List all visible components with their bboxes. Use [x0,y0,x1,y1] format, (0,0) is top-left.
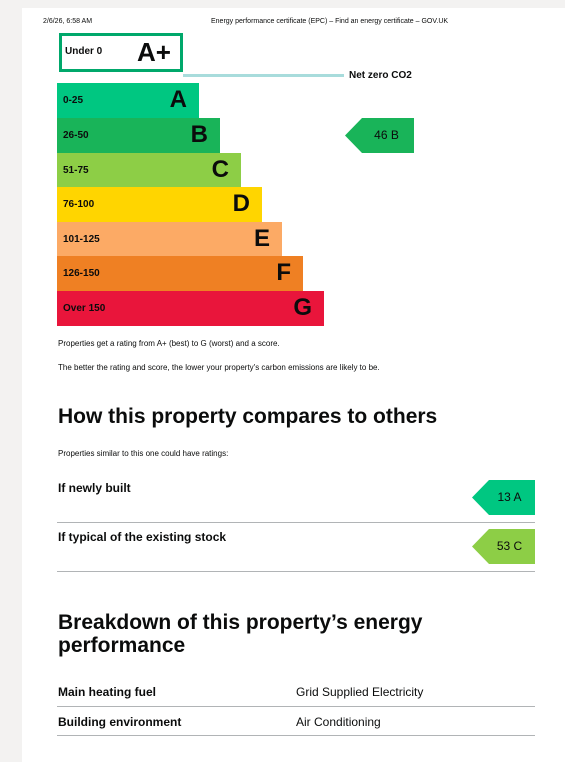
band-range: 26-50 [63,130,89,141]
divider [57,706,535,707]
band-range: 126-150 [63,268,100,279]
compare-heading: How this property compares to others [58,405,438,428]
band-letter: G [293,294,312,321]
rating-explanation-2: The better the rating and score, the low… [58,363,380,372]
band-letter: E [253,225,270,252]
typical-stock-rating-value: 53 C [496,539,523,553]
divider [57,735,535,736]
band-range: 0-25 [63,95,84,106]
net-zero-label: Net zero CO2 [349,70,412,81]
rating-band-a-plus: Under 0 A+ [59,33,183,72]
newly-built-rating-arrow: 13 A [472,480,535,515]
newly-built-rating-value: 13 A [497,490,522,504]
divider [57,571,535,572]
band-range: Over 150 [63,303,106,314]
current-rating-arrow: 46 B [345,118,414,153]
print-date: 2/6/26, 6:58 AM [43,18,93,25]
band-letter: C [211,156,229,183]
breakdown-label-building-environment: Building environment [58,715,182,729]
compare-row-label-typical: If typical of the existing stock [58,530,227,544]
breakdown-heading-line-2: performance [58,634,186,657]
band-range: 51-75 [63,165,89,176]
band-letter: B [190,121,208,148]
band-letter-a-plus: A+ [137,37,171,67]
band-letter: A [169,86,187,113]
rating-band-e: 101-125 E [57,222,282,257]
rating-band-g: Over 150 G [57,291,324,326]
breakdown-label-heating-fuel: Main heating fuel [58,685,157,699]
net-zero-line [183,74,344,77]
rating-band-f: 126-150 F [57,256,303,291]
typical-stock-rating-arrow: 53 C [472,529,535,564]
newly-built-arrow-shape [472,480,535,515]
compare-row-label-new: If newly built [58,481,131,495]
rating-band-a: 0-25 A [57,83,199,118]
divider [57,522,535,523]
typical-stock-arrow-shape [472,529,535,564]
breakdown-heading: Breakdown of this property’s energy perf… [58,611,422,657]
compare-intro: Properties similar to this one could hav… [58,449,229,458]
current-rating-arrow-shape [345,118,414,153]
band-letter: D [232,190,250,217]
rating-band-c: 51-75 C [57,153,241,188]
band-letter: F [276,259,291,286]
rating-band-b: 26-50 B [57,118,220,153]
rating-band-d: 76-100 D [57,187,262,222]
band-range: 101-125 [63,234,100,245]
breakdown-value-heating-fuel: Grid Supplied Electricity [296,685,424,699]
band-range: 76-100 [63,199,95,210]
breakdown-value-building-environment: Air Conditioning [296,715,381,729]
breakdown-heading-line-1: Breakdown of this property’s energy [58,611,423,634]
rating-explanation-1: Properties get a rating from A+ (best) t… [58,339,280,348]
current-rating-value: 46 B [374,128,399,142]
print-page-title: Energy performance certificate (EPC) – F… [211,18,449,25]
band-range-a-plus: Under 0 [65,46,103,57]
